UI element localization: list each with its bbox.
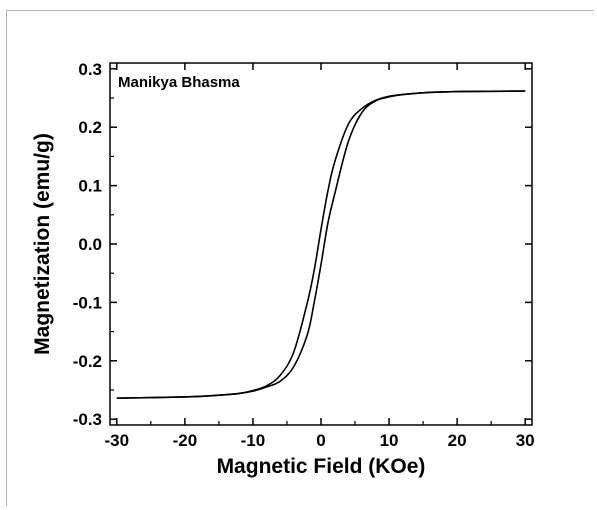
y-axis: -0.3 -0.2 -0.1 0.0 0.1 0.2 0.3: [73, 60, 532, 429]
figure-frame: [6, 10, 594, 506]
x-tick-label: 20: [448, 431, 467, 450]
x-tick-label: 30: [516, 431, 535, 450]
x-tick-label: -30: [105, 431, 130, 450]
y-tick-label: 0.3: [78, 60, 102, 79]
chart-annotation: Manikya Bhasma: [118, 74, 240, 91]
x-tick-label: -10: [241, 431, 266, 450]
series-line-2: [116, 90, 526, 399]
y-axis-title: Magnetization (emu/g): [31, 133, 54, 355]
y-tick-label: 0.1: [78, 177, 102, 196]
y-tick-label: -0.3: [73, 410, 102, 429]
y-tick-label: -0.2: [73, 352, 102, 371]
x-tick-label: -20: [173, 431, 198, 450]
series-line-1: [116, 90, 526, 399]
plot-area: [109, 62, 533, 426]
x-axis: -30 -20 -10 0 10 20 30: [105, 63, 535, 450]
y-tick-label: -0.1: [73, 293, 102, 312]
y-tick-label: 0.0: [78, 235, 102, 254]
x-tick-label: 0: [316, 431, 325, 450]
x-tick-label: 10: [380, 431, 399, 450]
y-tick-label: 0.2: [78, 118, 102, 137]
x-axis-title: Magnetic Field (KOe): [217, 455, 426, 478]
series-group: [116, 90, 526, 399]
